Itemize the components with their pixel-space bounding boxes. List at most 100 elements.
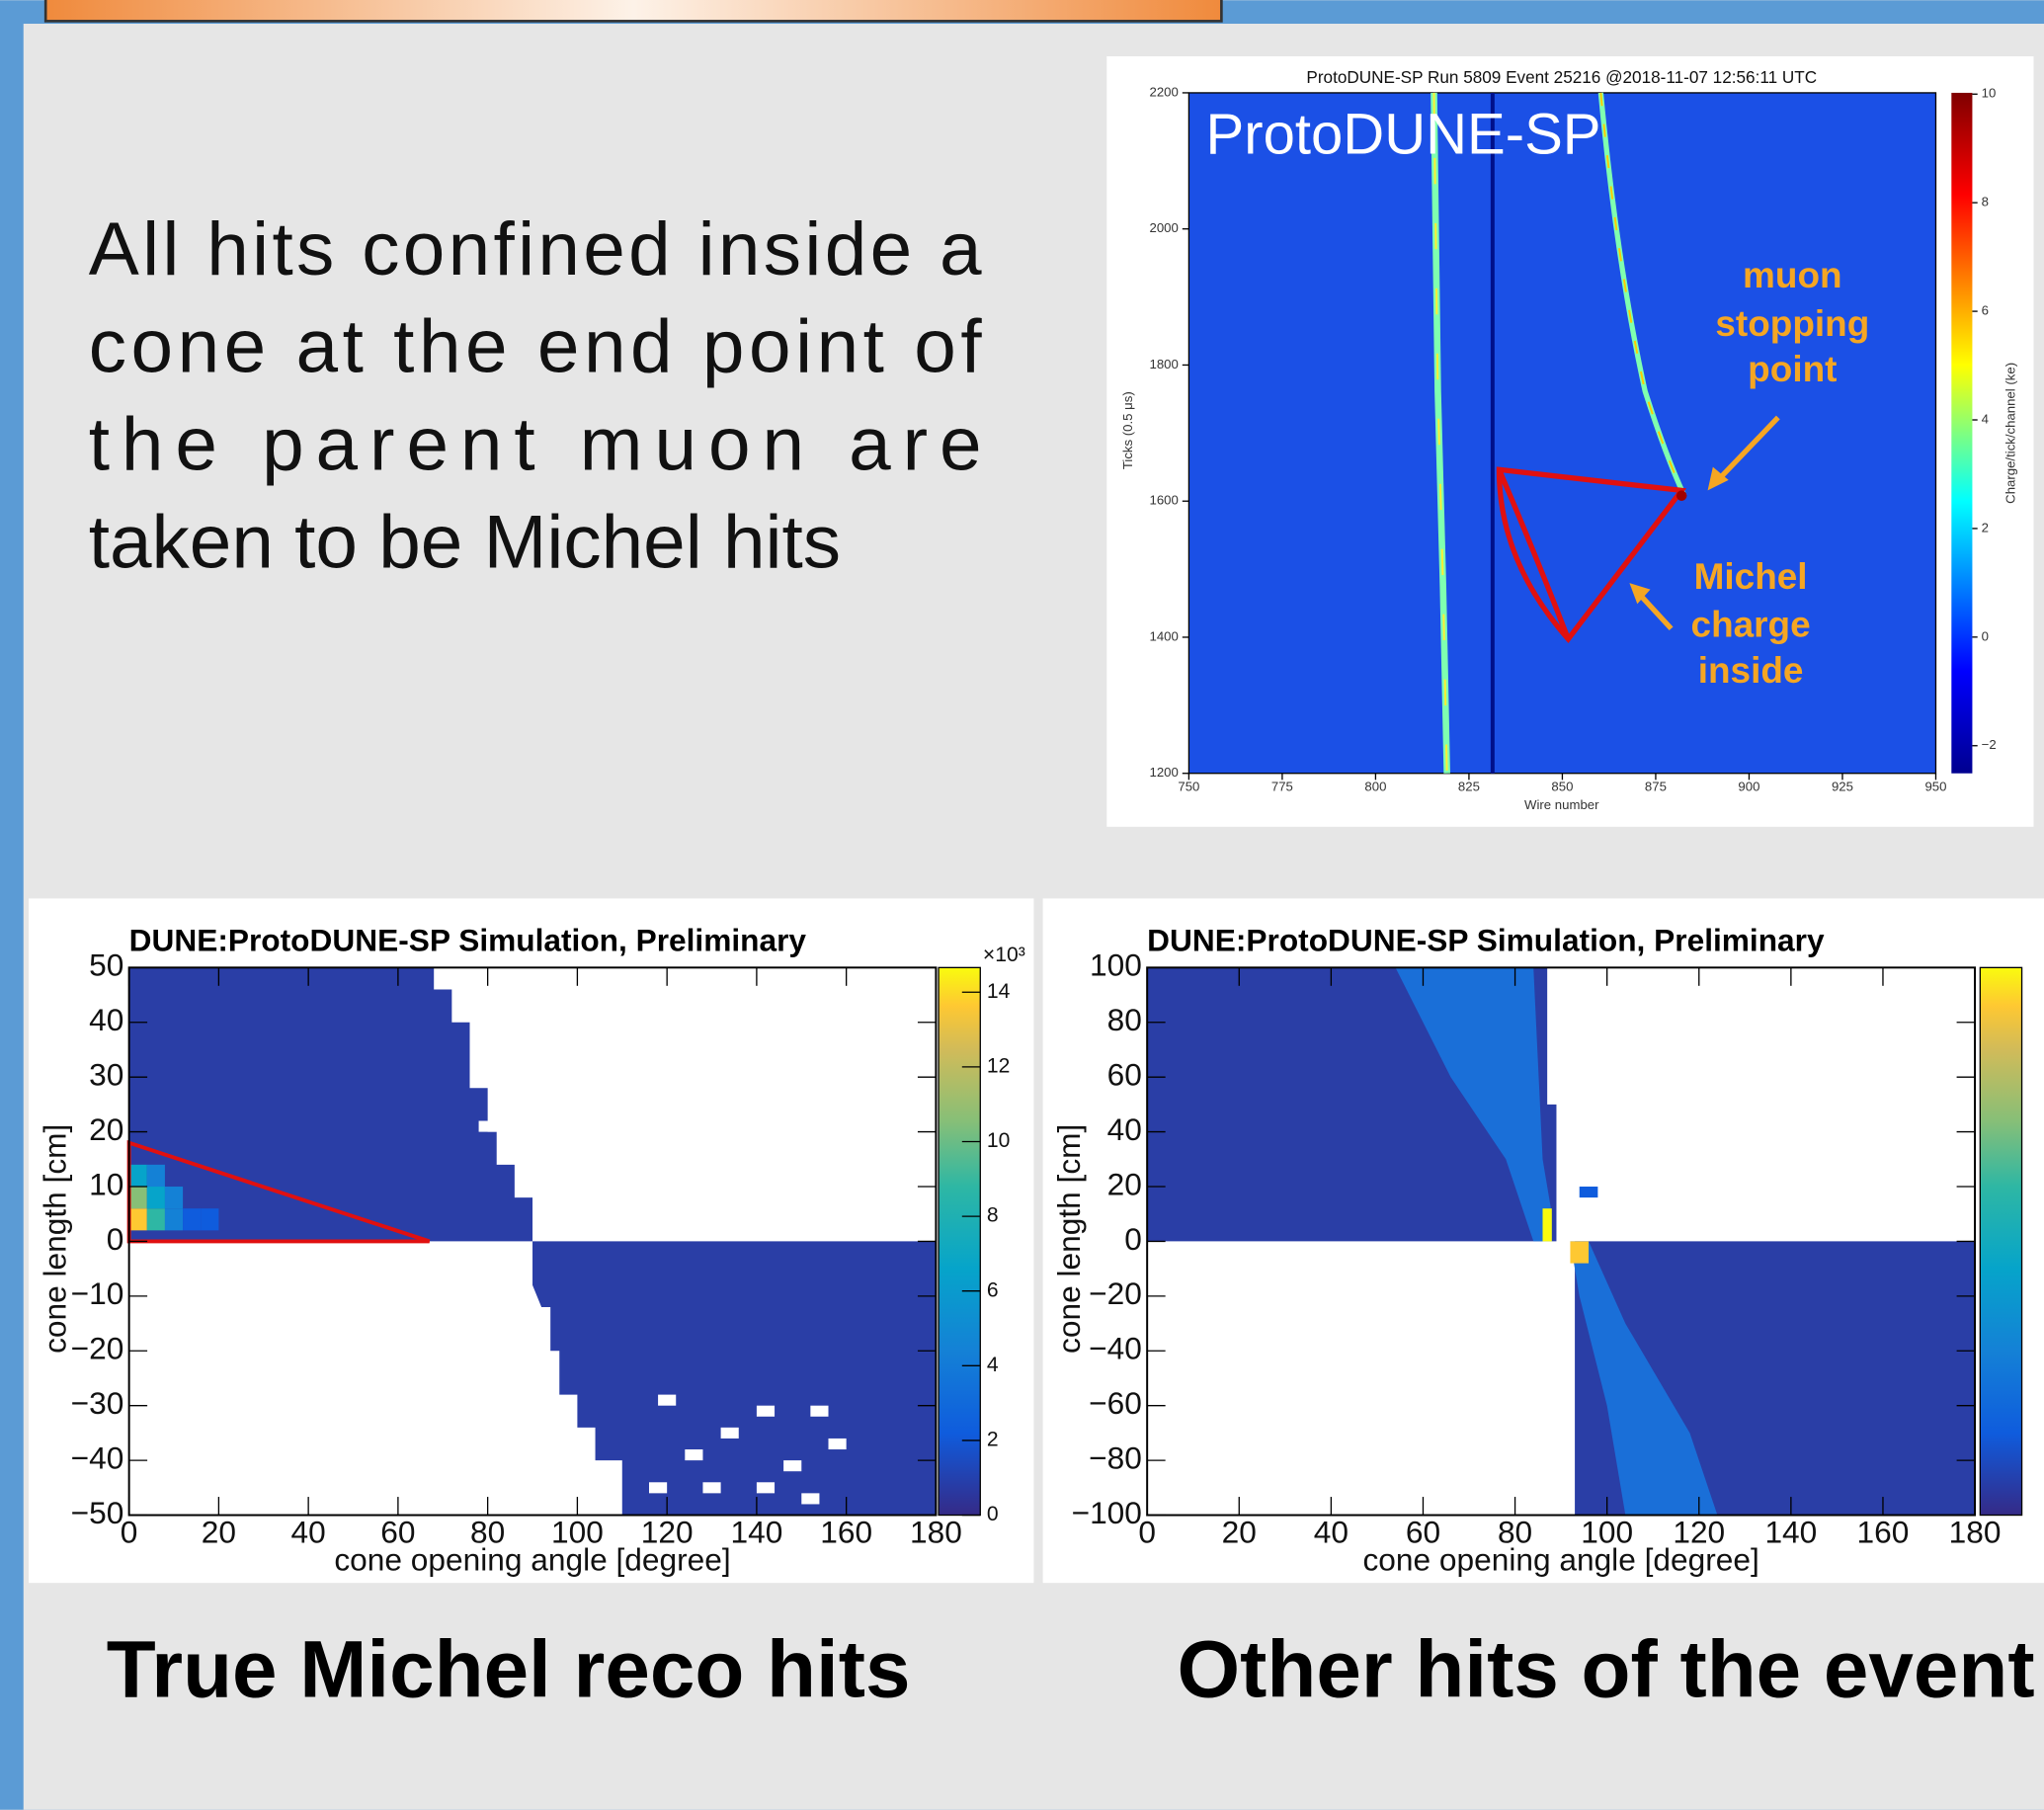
bin [658, 1395, 676, 1406]
bin [147, 1187, 165, 1208]
y-tick-label: −10 [71, 1275, 124, 1311]
y-tick-label: 1400 [1149, 628, 1178, 643]
colorbar-tick-label: 0 [987, 1503, 999, 1525]
annotation: stopping [1715, 303, 1869, 344]
y-tick-label: −40 [71, 1440, 124, 1475]
colorbar [1951, 93, 1972, 774]
bin [685, 1449, 702, 1460]
x-tick-label: 20 [202, 1515, 236, 1550]
x-tick-label: 160 [1857, 1515, 1910, 1550]
x-tick-label: 950 [1924, 780, 1946, 794]
colorbar-tick-label: 14 [987, 980, 1011, 1003]
bin [201, 1208, 218, 1230]
colorbar-tick-label: 2 [1982, 520, 1989, 535]
bin [183, 1208, 201, 1230]
bin [721, 1428, 739, 1439]
y-tick-label: −40 [1089, 1331, 1142, 1366]
bin [469, 978, 487, 989]
annotation: inside [1698, 650, 1804, 691]
y-tick-label: 2200 [1149, 84, 1178, 99]
overlay-label: ProtoDUNE-SP [1206, 102, 1601, 166]
bin [757, 1406, 775, 1417]
bin [810, 1406, 828, 1417]
caption: Other hits of the event [1178, 1624, 2035, 1714]
y-tick-label: 20 [89, 1111, 123, 1147]
colorbar-label: Charge/tick/channel (ke) [2003, 363, 2017, 504]
y-tick-label: 2000 [1149, 220, 1178, 235]
page: {"body_text":["All hits confined inside … [0, 0, 2044, 1810]
x-tick-label: 900 [1738, 780, 1759, 794]
bin [129, 1208, 147, 1230]
y-axis-label: cone length [cm] [37, 1124, 72, 1354]
x-tick-label: 140 [1764, 1515, 1817, 1550]
y-tick-label: 1600 [1149, 493, 1178, 508]
x-tick-label: 775 [1271, 780, 1293, 794]
colorbar-tick-label: 4 [1982, 411, 1989, 426]
histogram-right: DUNE:ProtoDUNE-SP Simulation, Preliminar… [1043, 898, 2044, 1583]
x-tick-label: 160 [820, 1515, 872, 1550]
bin [129, 1165, 147, 1187]
plot-title: DUNE:ProtoDUNE-SP Simulation, Preliminar… [1147, 923, 1825, 958]
bin [479, 1121, 497, 1132]
bin [702, 1482, 720, 1493]
colorbar-tick-label: 8 [987, 1204, 999, 1227]
colorbar-tick-label: 6 [987, 1278, 999, 1301]
plot-area [1188, 93, 1935, 774]
plot-title: DUNE:ProtoDUNE-SP Simulation, Preliminar… [129, 923, 807, 958]
x-tick-label: 750 [1178, 780, 1199, 794]
x-axis-label: Wire number [1524, 797, 1599, 812]
y-tick-label: 60 [1107, 1057, 1142, 1093]
y-tick-label: 80 [1107, 1002, 1142, 1037]
annotation: point [1748, 349, 1837, 389]
colorbar [1980, 967, 2021, 1515]
bin [757, 1482, 775, 1493]
x-axis-label: cone opening angle [degree] [1362, 1541, 1758, 1577]
colorbar-tick-label: 6 [1982, 303, 1989, 318]
y-tick-label: 40 [1107, 1111, 1142, 1147]
annotation: charge [1691, 605, 1811, 645]
y-tick-label: −20 [71, 1331, 124, 1366]
y-tick-label: 100 [1090, 947, 1142, 983]
bin [649, 1482, 667, 1493]
bin [1570, 1241, 1589, 1263]
x-tick-label: 40 [291, 1515, 326, 1550]
bin [829, 1439, 847, 1449]
caption: True Michel reco hits [107, 1624, 911, 1714]
y-tick-label: 1800 [1149, 357, 1178, 371]
bin [147, 1165, 165, 1187]
histogram-left: DUNE:ProtoDUNE-SP Simulation, Preliminar… [29, 898, 1033, 1583]
y-tick-label: −100 [1072, 1495, 1142, 1530]
x-tick-label: 180 [910, 1515, 962, 1550]
colorbar-tick-label: 0 [1982, 628, 1989, 643]
bin [129, 1187, 147, 1208]
annotation: Michel [1694, 556, 1808, 597]
y-axis-label: Ticks (0.5 μs) [1120, 391, 1135, 469]
paragraph-line: taken to be Michel hits [89, 501, 841, 585]
bin [165, 1187, 183, 1208]
plot-title: ProtoDUNE-SP Run 5809 Event 25216 @2018-… [1306, 67, 1817, 87]
y-tick-label: −30 [71, 1385, 124, 1421]
y-tick-label: −20 [1089, 1275, 1142, 1311]
y-tick-label: 10 [89, 1166, 123, 1201]
y-tick-label: −50 [71, 1495, 124, 1530]
y-tick-label: 50 [89, 947, 123, 983]
x-tick-label: 825 [1458, 780, 1480, 794]
x-tick-label: 40 [1314, 1515, 1349, 1550]
bin [1542, 1208, 1551, 1241]
colorbar-exponent: ×10³ [983, 944, 1025, 966]
y-tick-label: 30 [89, 1057, 123, 1093]
colorbar-tick-label: 8 [1982, 195, 1989, 209]
y-tick-label: 0 [107, 1221, 124, 1257]
bin [147, 1208, 165, 1230]
header-bar [45, 0, 1221, 21]
x-axis-label: cone opening angle [degree] [334, 1541, 730, 1577]
annotation: muon [1743, 255, 1842, 295]
y-tick-label: 0 [1124, 1221, 1142, 1257]
x-tick-label: 850 [1551, 780, 1573, 794]
colorbar-tick-label: 4 [987, 1354, 999, 1376]
colorbar-tick-label: 10 [1982, 86, 1997, 101]
x-tick-label: 875 [1645, 780, 1667, 794]
x-tick-label: 180 [1949, 1515, 2002, 1550]
y-tick-label: −60 [1089, 1385, 1142, 1421]
bin [1580, 1187, 1598, 1197]
